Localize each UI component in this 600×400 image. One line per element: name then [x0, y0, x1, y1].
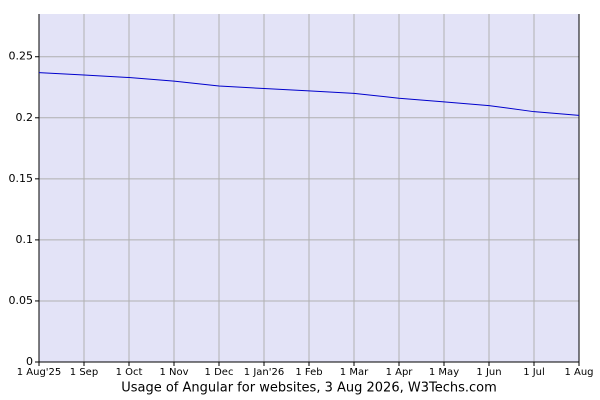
- x-tick-label: 1 Aug: [564, 367, 593, 378]
- y-tick-label: 0.15: [9, 172, 34, 185]
- x-tick-label: 1 Mar: [340, 367, 369, 378]
- x-tick-label: 1 Oct: [116, 367, 143, 378]
- y-tick-label: 0.2: [16, 111, 34, 124]
- y-tick-label: 0.1: [16, 233, 34, 246]
- x-tick-label: 1 Sep: [70, 367, 98, 378]
- x-tick-label: 1 May: [429, 367, 459, 378]
- x-tick-label: 1 Jan'26: [244, 367, 284, 378]
- x-tick-label: 1 Dec: [205, 367, 234, 378]
- x-tick-label: 1 Nov: [159, 367, 188, 378]
- x-tick-label: 1 Feb: [295, 367, 322, 378]
- chart-title: Usage of Angular for websites, 3 Aug 202…: [121, 381, 497, 396]
- x-tick-label: 1 Jul: [523, 367, 545, 378]
- x-tick-label: 1 Jun: [476, 367, 501, 378]
- y-tick-label: 0.25: [9, 50, 34, 63]
- x-tick-label: 1 Apr: [386, 367, 414, 378]
- y-tick-label: 0: [26, 355, 33, 368]
- x-tick-label: 1 Aug'25: [17, 367, 62, 378]
- data-line: [38, 72, 580, 116]
- y-tick-label: 0.05: [9, 294, 34, 307]
